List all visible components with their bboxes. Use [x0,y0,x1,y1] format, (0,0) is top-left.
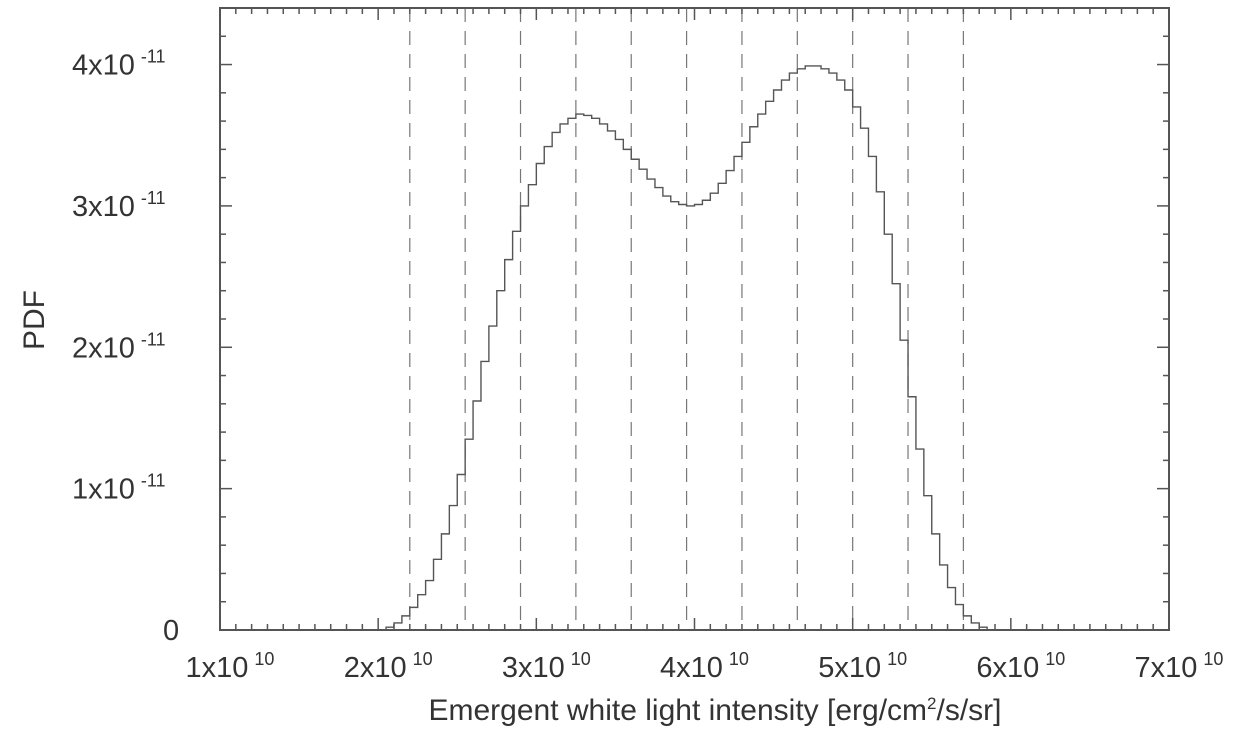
x-tick-label-3: 4x10 10 [660,649,749,684]
histogram-series [378,65,996,631]
x-tick-label-0: 1x10 10 [186,649,275,684]
x-tick-labels: 1x10 10 2x10 10 3x10 10 4x10 10 5x10 10 6x10 10 7x10… [186,649,1224,684]
y-tick-label-0: 0 [163,615,179,647]
y-tick-label-4: 4x10 -11 [72,47,166,82]
x-tick-label-5: 6x10 10 [976,649,1065,684]
y-tick-label-3: 3x10 -11 [72,188,166,223]
y-axis-title: PDF [18,290,51,350]
y-tick-label-1: 1x10 -11 [72,471,166,506]
x-tick-label-1: 2x10 10 [344,649,433,684]
x-tick-label-4: 5x10 10 [818,649,907,684]
reference-lines [409,8,964,630]
x-axis-title: Emergent white light intensity [erg/cm2/… [428,694,1001,727]
histogram-layer [378,65,996,631]
axis-ticks [219,7,1170,631]
y-tick-label-2: 2x10 -11 [72,329,166,364]
x-tick-label-6: 7x10 10 [1135,649,1224,684]
y-tick-labels: 0 1x10 -11 2x10 -11 3x10 -11 4x10 -11 [72,47,179,647]
x-tick-label-2: 3x10 10 [502,649,591,684]
plot-frame [219,7,1170,631]
